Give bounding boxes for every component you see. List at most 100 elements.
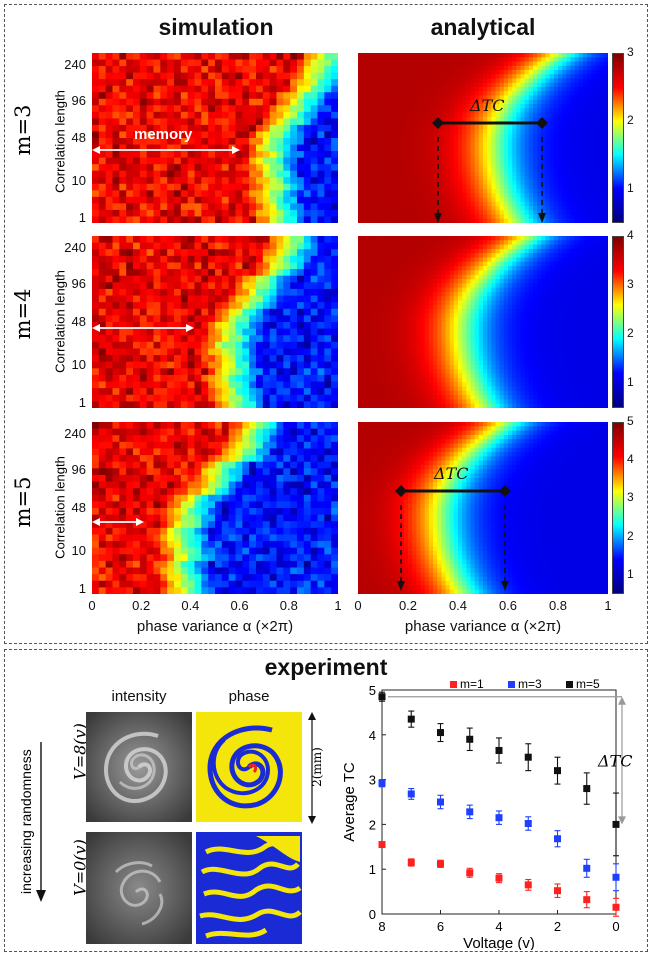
heatmap-cell: [362, 146, 367, 152]
heatmap-cell: [545, 74, 551, 80]
heatmap-cell: [566, 121, 572, 126]
heatmap-cell: [167, 118, 175, 126]
heatmap-cell: [599, 155, 605, 160]
heatmap-cell: [208, 355, 216, 363]
heatmap-cell: [508, 270, 513, 276]
heatmap-cell: [153, 92, 161, 100]
heatmap-cell: [495, 133, 501, 139]
heatmap-cell: [399, 133, 405, 139]
heatmap-cell: [408, 201, 413, 207]
heatmap-cell: [146, 157, 155, 165]
heatmap-cell: [269, 302, 278, 310]
heatmap-cell: [516, 244, 522, 250]
heatmap-cell: [403, 70, 409, 75]
heatmap-cell: [153, 374, 161, 383]
heatmap-cell: [474, 155, 480, 160]
heatmap-cell: [533, 261, 538, 267]
heatmap-cell: [445, 112, 451, 118]
heatmap-cell: [603, 95, 608, 101]
heatmap-cell: [366, 95, 372, 101]
heatmap-cell: [112, 124, 120, 133]
heatmap-cell: [119, 203, 127, 211]
heatmap-cell: [187, 131, 196, 139]
heatmap-cell: [283, 361, 291, 369]
heatmap-cell: [310, 401, 319, 408]
heatmap-cell: [119, 381, 127, 389]
heatmap-cell: [591, 197, 597, 203]
heatmap-cell: [420, 133, 426, 139]
heatmap-cell: [495, 257, 501, 263]
heatmap-cell: [562, 193, 567, 199]
heatmap-cell: [98, 151, 107, 159]
heatmap-cell: [499, 270, 505, 276]
heatmap-cell: [358, 121, 363, 126]
heatmap-cell: [383, 197, 388, 203]
heatmap-cell: [387, 270, 392, 276]
heatmap-cell: [578, 218, 584, 223]
heatmap-cell: [412, 206, 417, 211]
heatmap-cell: [516, 53, 522, 58]
heatmap-cell: [587, 61, 592, 67]
heatmap-cell: [424, 112, 430, 118]
heatmap-cell: [395, 274, 401, 280]
heatmap-cell: [201, 242, 209, 250]
heatmap-cell: [537, 210, 542, 216]
heatmap-cell: [495, 70, 501, 75]
heatmap-cell: [256, 164, 264, 172]
heatmap-cell: [174, 79, 182, 87]
heatmap-cell: [310, 394, 319, 402]
heatmap-cell: [487, 142, 492, 148]
heatmap-cell: [520, 138, 526, 143]
heatmap-cell: [119, 79, 127, 87]
heatmap-cell: [133, 209, 141, 218]
heatmap-cell: [478, 261, 484, 267]
heatmap-cell: [269, 308, 278, 316]
heatmap-cell: [362, 82, 367, 88]
heatmap-cell: [235, 66, 243, 74]
heatmap-cell: [595, 150, 601, 156]
heatmap-cell: [416, 189, 422, 194]
heatmap-cell: [262, 138, 271, 146]
heatmap-cell: [524, 70, 530, 75]
heatmap-cell: [453, 78, 459, 84]
heatmap-cell: [242, 59, 250, 67]
heatmap-cell: [290, 98, 298, 106]
heatmap-cell: [276, 249, 284, 257]
heatmap-cell: [437, 193, 442, 199]
heatmap-cell: [221, 282, 230, 290]
heatmap-cell: [470, 266, 476, 271]
heatmap-cell: [433, 184, 438, 190]
heatmap-cell: [119, 322, 127, 330]
heatmap-cell: [92, 131, 100, 139]
heatmap-cell: [317, 209, 325, 218]
heatmap-cell: [310, 190, 319, 198]
heatmap-cell: [174, 170, 182, 178]
heatmap-cell: [541, 155, 547, 160]
heatmap-cell: [242, 209, 250, 218]
y-tick-label: 96: [71, 276, 86, 292]
heatmap-cell: [483, 274, 488, 280]
heatmap-cell: [570, 104, 576, 109]
heatmap-cell: [533, 189, 538, 194]
heatmap-cell: [549, 95, 555, 101]
heatmap-cell: [105, 131, 114, 139]
heatmap-cell: [462, 257, 467, 263]
heatmap-cell: [324, 59, 332, 67]
heatmap-cell: [167, 255, 175, 264]
heatmap-cell: [126, 183, 134, 191]
heatmap-cell: [449, 125, 455, 131]
heatmap-cell: [408, 240, 413, 246]
heatmap-cell: [133, 374, 141, 383]
heatmap-cell: [324, 335, 332, 343]
heatmap-cell: [283, 288, 291, 297]
heatmap-cell: [508, 146, 513, 152]
heatmap-cell: [453, 116, 459, 122]
heatmap-cell: [520, 78, 526, 84]
heatmap-cell: [160, 341, 168, 350]
heatmap-cell: [412, 78, 417, 84]
heatmap-cell: [194, 262, 202, 270]
heatmap-cell: [317, 92, 325, 100]
heatmap-cell: [466, 129, 472, 135]
heatmap-cell: [487, 150, 492, 156]
heatmap-cell: [541, 159, 547, 165]
